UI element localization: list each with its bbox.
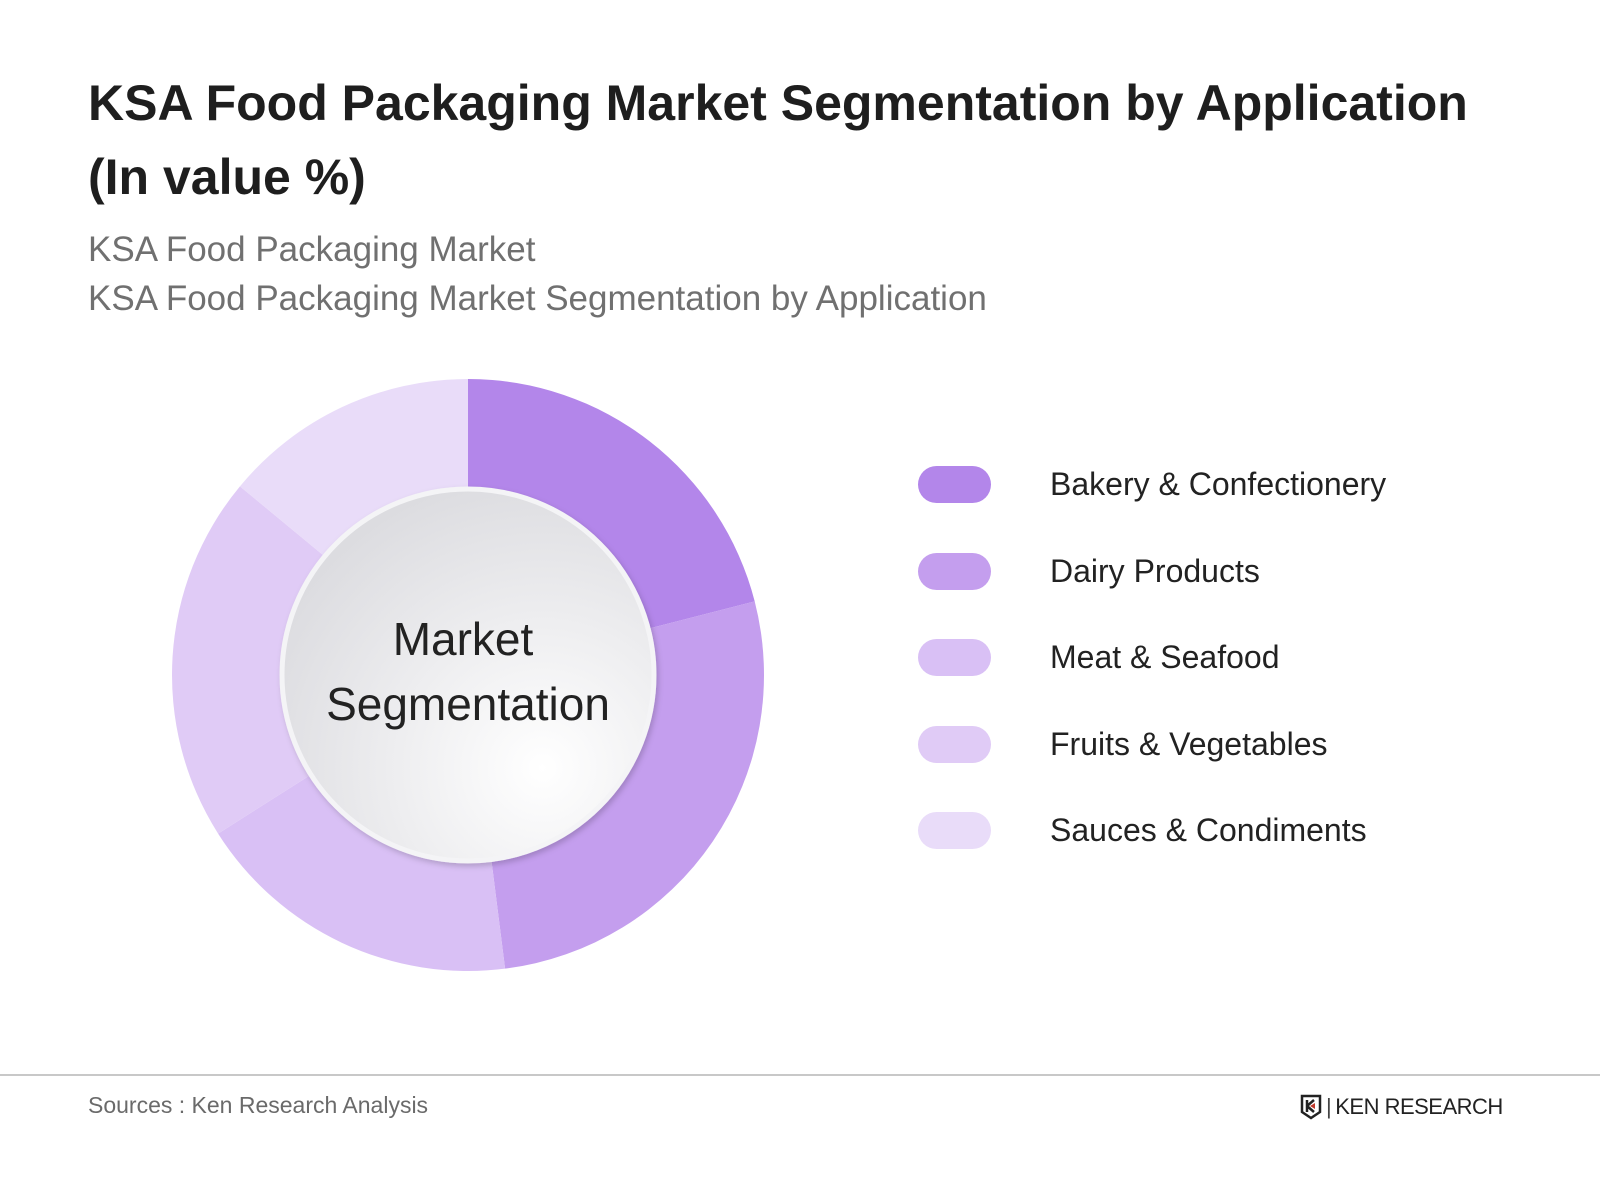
legend-label: Sauces & Condiments bbox=[1050, 811, 1367, 848]
legend-label: Fruits & Vegetables bbox=[1050, 725, 1328, 762]
legend-label: Meat & Seafood bbox=[1050, 638, 1280, 675]
subtitle-line-2: KSA Food Packaging Market Segmentation b… bbox=[88, 279, 987, 318]
legend-item: Sauces & Condiments bbox=[918, 810, 1367, 850]
slice-dairy-products bbox=[486, 601, 764, 969]
slice-meat-seafood bbox=[218, 755, 506, 971]
legend-swatch bbox=[918, 811, 991, 849]
legend-label: Bakery & Confectionery bbox=[1050, 465, 1387, 502]
ken-research-logo-icon bbox=[1300, 1094, 1322, 1120]
legend-item: Bakery & Confectionery bbox=[918, 464, 1386, 504]
logo-text: KEN RESEARCH bbox=[1335, 1094, 1503, 1119]
legend-swatch bbox=[918, 465, 991, 503]
donut-center bbox=[279, 486, 657, 864]
source-note: Sources : Ken Research Analysis bbox=[88, 1092, 429, 1118]
center-label-line-1: Market bbox=[393, 613, 534, 665]
legend-item: Fruits & Vegetables bbox=[918, 724, 1327, 764]
footer-divider bbox=[0, 1074, 1600, 1076]
legend-item: Dairy Products bbox=[918, 551, 1260, 591]
legend-swatch bbox=[918, 552, 991, 590]
slice-bakery-confectionery bbox=[468, 379, 755, 638]
chart-title: KSA Food Packaging Market Segmentation b… bbox=[88, 75, 1468, 205]
legend-item: Meat & Seafood bbox=[918, 637, 1279, 677]
legend-label: Dairy Products bbox=[1050, 552, 1260, 589]
legend-swatch bbox=[918, 638, 991, 676]
center-label-line-2: Segmentation bbox=[326, 678, 610, 730]
legend-swatch bbox=[918, 725, 991, 763]
subtitle-line-1: KSA Food Packaging Market bbox=[88, 230, 536, 269]
ken-research-logo: | KEN RESEARCH bbox=[1300, 1094, 1503, 1120]
donut-chart: Market Segmentation bbox=[172, 379, 764, 971]
